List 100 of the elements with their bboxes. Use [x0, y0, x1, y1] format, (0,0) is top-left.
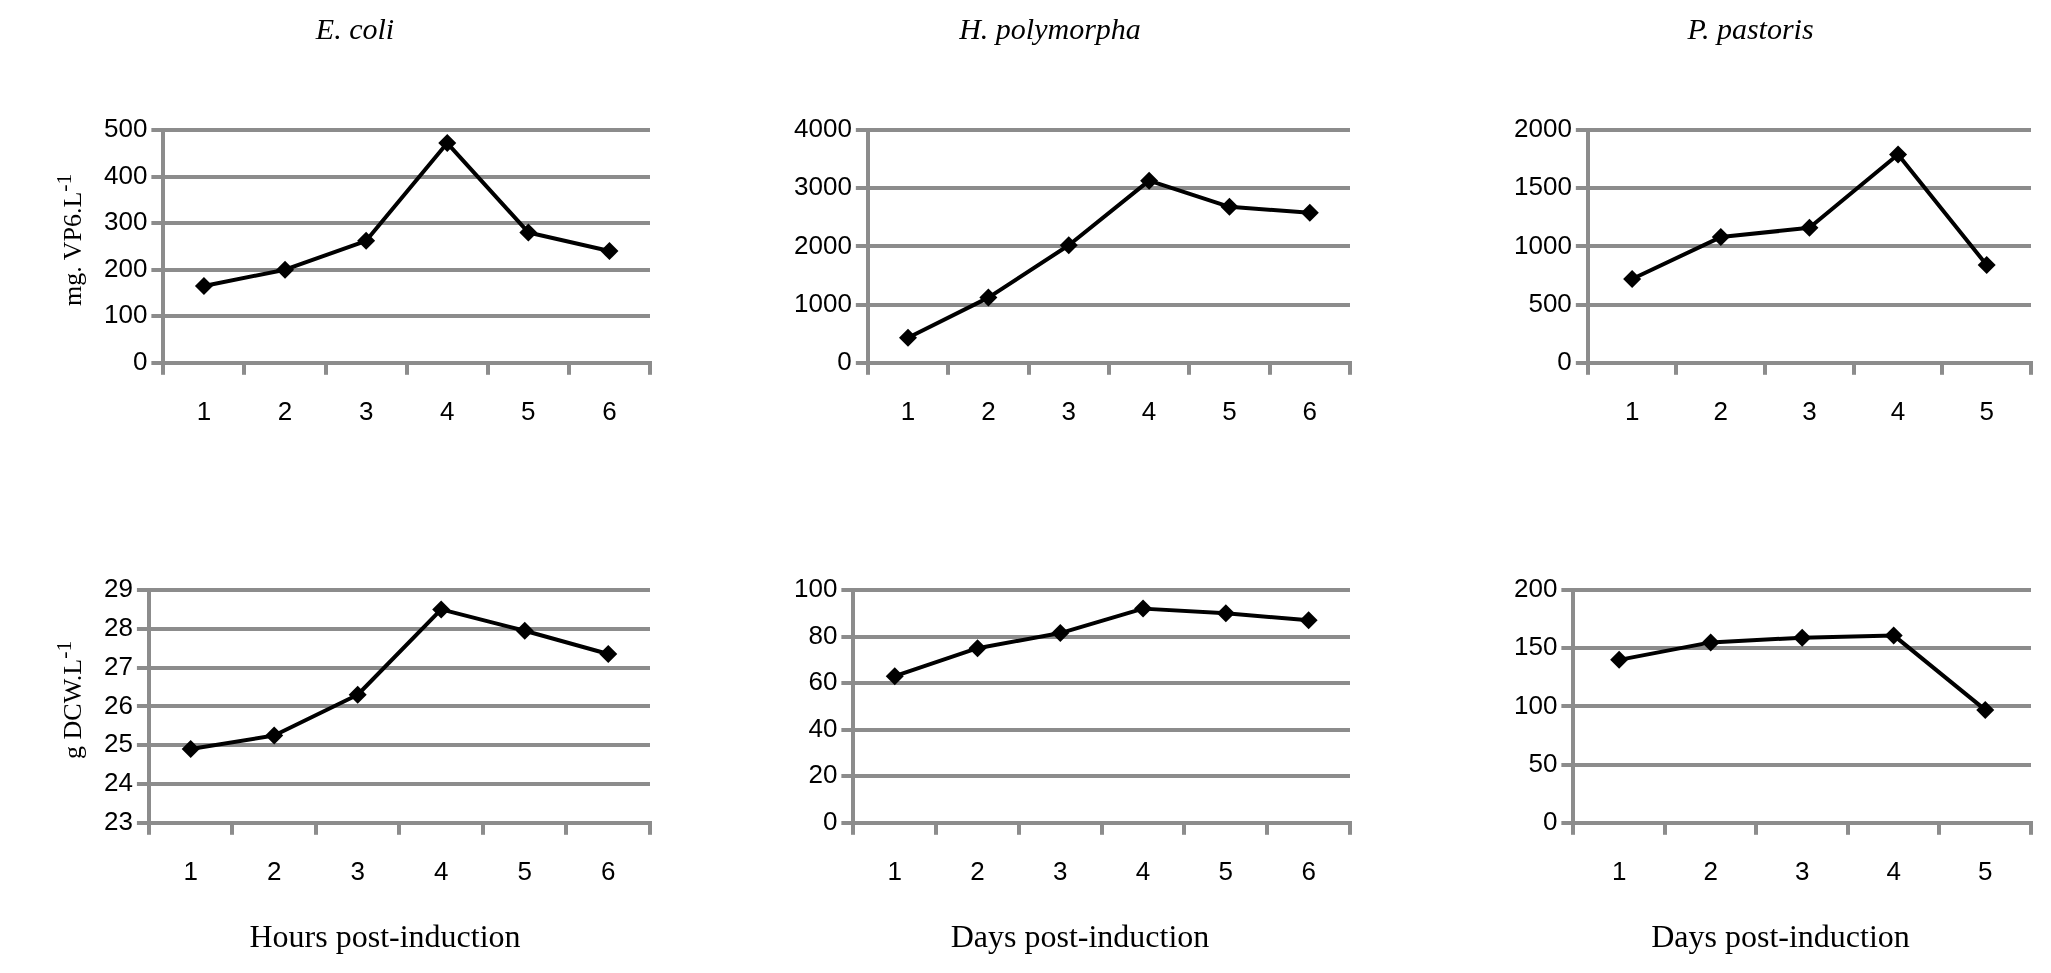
y-tick-label: 200 — [103, 252, 148, 283]
point — [1623, 269, 1642, 288]
x-tick-label: 3 — [358, 395, 374, 426]
chart-title: E. coli — [314, 12, 396, 46]
point — [1220, 197, 1239, 216]
x-tick-label: 3 — [1061, 395, 1076, 426]
point — [1701, 633, 1720, 652]
y-tick-label: 100 — [103, 299, 148, 330]
x-tick-label: 4 — [440, 395, 455, 426]
x-tick-label: 4 — [433, 855, 449, 886]
y-tick-label: 100 — [793, 573, 838, 604]
point — [1051, 624, 1070, 643]
x-tick-label: 3 — [1053, 855, 1068, 886]
point — [1800, 218, 1819, 237]
point — [515, 621, 534, 640]
y-tick-label: 100 — [1513, 689, 1558, 720]
x-tick-label: 3 — [1802, 395, 1817, 426]
point — [600, 242, 619, 261]
y-tick-label: 0 — [132, 345, 148, 376]
point — [1793, 628, 1812, 647]
point — [979, 288, 998, 307]
point — [265, 726, 284, 745]
y-tick-label: 80 — [808, 619, 838, 650]
x-tick-label: 5 — [1979, 395, 1994, 426]
x-tick-label: 2 — [970, 855, 985, 886]
y-tick-label: 1000 — [794, 287, 852, 318]
x-tick-label: 4 — [1135, 855, 1151, 886]
point — [432, 600, 451, 619]
point — [1299, 611, 1318, 630]
point — [357, 231, 376, 250]
y-tick-label: 24 — [104, 767, 133, 798]
x-tick-label: 5 — [1978, 855, 1993, 886]
x-tick-label: 1 — [1624, 395, 1640, 426]
x-tick-label: 2 — [1703, 855, 1718, 886]
point — [899, 328, 918, 347]
y-tick-label: 150 — [1513, 631, 1558, 662]
x-tick-label: 2 — [1713, 395, 1729, 426]
x-tick-label: 5 — [1218, 855, 1234, 886]
y-tick-label: 0 — [822, 805, 838, 836]
point — [276, 260, 295, 279]
y-tick-label: 2000 — [794, 229, 852, 260]
x-tick-label: 6 — [1302, 395, 1318, 426]
point — [1140, 171, 1159, 190]
y-tick-label: 0 — [1557, 345, 1572, 376]
point — [968, 639, 987, 658]
point — [348, 685, 367, 704]
x-tick-label: 1 — [196, 395, 212, 426]
x-tick-label: 4 — [1890, 395, 1906, 426]
x-tick-label: 2 — [266, 855, 282, 886]
x-tick-label: 5 — [521, 395, 536, 426]
y-tick-label: 50 — [1528, 747, 1558, 778]
x-tick-label: 3 — [350, 855, 365, 886]
x-tick-label: 4 — [1141, 395, 1157, 426]
x-tick-label: 5 — [1222, 395, 1237, 426]
x-tick-label: 6 — [602, 395, 617, 426]
x-tick-label: 1 — [900, 395, 916, 426]
x-tick-label: 1 — [887, 855, 902, 886]
x-axis-title: Hours post-induction — [248, 918, 522, 955]
point — [181, 740, 200, 759]
chart-title: H. polymorpha — [958, 12, 1142, 46]
y-tick-label: 400 — [103, 159, 148, 190]
y-tick-label: 20 — [808, 759, 838, 790]
point — [1889, 145, 1908, 164]
point — [1884, 626, 1903, 645]
y-tick-label: 23 — [104, 805, 133, 836]
x-tick-label: 6 — [601, 855, 616, 886]
y-tick-label: 0 — [1542, 805, 1558, 836]
y-tick-label: 0 — [837, 345, 852, 376]
y-tick-label: 1000 — [1514, 229, 1572, 260]
y-tick-label: 200 — [1513, 573, 1558, 604]
y-tick-label: 60 — [808, 666, 838, 697]
x-tick-label: 5 — [517, 855, 532, 886]
y-tick-label: 25 — [104, 728, 133, 759]
x-tick-label: 3 — [1794, 855, 1810, 886]
x-tick-label: 1 — [1611, 855, 1627, 886]
point — [438, 134, 457, 153]
point — [1610, 650, 1629, 669]
point — [1711, 228, 1730, 247]
x-tick-label: 2 — [981, 395, 996, 426]
y-tick-label: 2000 — [1514, 113, 1572, 144]
point — [1216, 604, 1235, 623]
y-tick-label: 4000 — [794, 113, 852, 144]
x-axis-title: Days post-induction — [1650, 918, 1911, 955]
point — [1134, 599, 1153, 618]
point — [1300, 203, 1319, 222]
point — [885, 667, 904, 686]
y-tick-label: 29 — [104, 573, 133, 604]
x-axis-title: Days post-induction — [949, 918, 1211, 955]
point — [194, 276, 213, 295]
point — [1976, 700, 1995, 719]
x-tick-label: 2 — [277, 395, 293, 426]
y-tick-label: 26 — [104, 689, 133, 720]
point — [519, 223, 538, 242]
point — [1059, 236, 1078, 255]
point — [599, 645, 618, 664]
point — [1977, 256, 1996, 275]
y-tick-label: 500 — [1528, 287, 1572, 318]
y-tick-label: 1500 — [1514, 171, 1572, 202]
x-tick-label: 6 — [1301, 855, 1316, 886]
y-tick-label: 300 — [103, 206, 148, 237]
